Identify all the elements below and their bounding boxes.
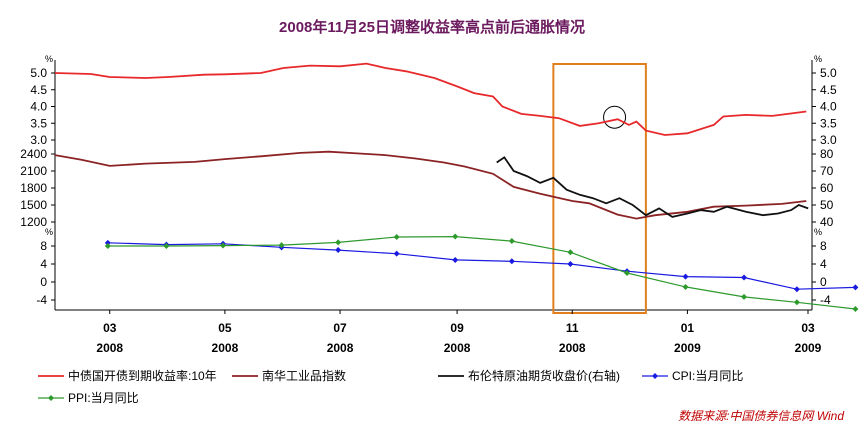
data-point <box>220 242 227 249</box>
data-point <box>508 238 515 245</box>
y-tick-left: 4.0 <box>30 100 47 114</box>
y-tick-right: 0 <box>820 275 827 289</box>
legend-entry: CPI:当月同比 <box>672 369 743 383</box>
legend-entry: PPI:当月同比 <box>68 391 139 405</box>
series-line <box>107 235 856 310</box>
y-tick-left: 1500 <box>20 198 47 212</box>
data-point <box>335 247 342 254</box>
data-point <box>393 234 400 240</box>
y-tick-right: 80 <box>820 147 834 161</box>
highlight-circle <box>603 105 627 129</box>
data-point <box>852 284 859 291</box>
data-point <box>104 243 111 249</box>
x-tick-year: 2008 <box>559 341 586 355</box>
data-point <box>682 273 689 280</box>
series-layer <box>54 62 859 312</box>
y-tick-right: 8 <box>820 239 827 253</box>
y-tick-left: 1200 <box>20 215 47 229</box>
unit-right: % <box>814 227 822 237</box>
y-tick-right: -4 <box>820 293 831 307</box>
x-tick-month: 03 <box>801 321 815 335</box>
data-source: 数据来源:中国债券信息网 Wind <box>678 409 844 423</box>
data-point <box>793 299 800 306</box>
y-tick-left: 3.0 <box>30 133 47 147</box>
x-tick-year: 2008 <box>444 341 471 355</box>
x-tick-year: 2008 <box>96 341 123 355</box>
y-tick-right: 4.0 <box>820 100 837 114</box>
series-line <box>496 156 809 218</box>
y-tick-left: 3.5 <box>30 116 47 130</box>
y-tick-left: -4 <box>36 293 47 307</box>
y-tick-right: 3.0 <box>820 133 837 147</box>
data-point <box>741 274 748 281</box>
legend-entry: 南华工业品指数 <box>262 368 346 383</box>
legend-entry: 中债国开债到期收益率:10年 <box>68 368 217 383</box>
data-point <box>741 293 748 300</box>
x-tick-year: 2009 <box>674 341 701 355</box>
data-point <box>623 270 630 276</box>
y-tick-left: 2400 <box>20 147 47 161</box>
legend-entry: 布伦特原油期货收盘价(右轴) <box>468 368 620 383</box>
y-tick-right: 50 <box>820 198 834 212</box>
y-tick-left: 0 <box>40 275 47 289</box>
data-point <box>852 306 859 312</box>
x-tick-year: 2008 <box>327 341 354 355</box>
y-tick-left: 8 <box>40 239 47 253</box>
data-point <box>104 239 111 246</box>
highlight-rectangle <box>552 63 647 314</box>
data-point <box>452 256 459 263</box>
unit-left: % <box>45 54 53 64</box>
data-point <box>335 239 342 246</box>
y-tick-right: 3.5 <box>820 116 837 130</box>
data-point <box>163 243 170 249</box>
data-point <box>793 286 800 293</box>
y-tick-right: 70 <box>820 164 834 178</box>
series-line <box>107 242 856 290</box>
data-point <box>452 233 459 240</box>
y-tick-right: 4 <box>820 257 827 271</box>
y-tick-left: 1800 <box>20 181 47 195</box>
unit-right: % <box>814 54 822 64</box>
unit-left: % <box>45 227 53 237</box>
x-tick-month: 01 <box>681 321 695 335</box>
x-tick-month: 05 <box>218 321 232 335</box>
x-tick-year: 2009 <box>795 341 822 355</box>
legend-marker <box>48 395 54 401</box>
x-tick-year: 2008 <box>212 341 239 355</box>
y-tick-left: 2100 <box>20 164 47 178</box>
y-tick-left: 4 <box>40 257 47 271</box>
y-tick-right: 60 <box>820 181 834 195</box>
chart-title: 2008年11月25日调整收益率高点前后通胀情况 <box>279 18 585 36</box>
y-axis-ticks: 5.0 4.5 4.0 3.5 3.0 5.0 4.5 4.0 3.5 3.0% % 2400 2100… <box>20 54 837 307</box>
legend-marker <box>652 373 658 379</box>
x-tick-month: 09 <box>450 321 464 335</box>
data-point <box>278 242 285 249</box>
y-tick-left: 4.5 <box>30 83 47 97</box>
y-tick-left: 5.0 <box>30 66 47 80</box>
x-tick-month: 11 <box>566 321 579 335</box>
data-point <box>393 250 400 257</box>
y-tick-right: 40 <box>820 215 834 229</box>
x-tick-month: 07 <box>333 321 347 335</box>
data-point <box>567 261 574 267</box>
y-tick-right: 5.0 <box>820 66 837 80</box>
data-point <box>682 283 689 290</box>
annotations <box>552 63 647 314</box>
series-line <box>54 62 807 136</box>
x-tick-month: 03 <box>103 321 117 335</box>
panel-frames <box>54 60 813 311</box>
y-tick-right: 4.5 <box>820 83 837 97</box>
series-line <box>54 150 807 220</box>
data-point <box>508 258 515 265</box>
x-axis: 03 2008 05 2008 07 2008 09 2008 11 2008 01 2009 03 20… <box>96 310 822 355</box>
legend: 中债国开债到期收益率:10年 南华工业品指数 布伦特原油期货收盘价(右轴) CPI:当… <box>38 368 743 405</box>
data-point <box>567 249 574 256</box>
